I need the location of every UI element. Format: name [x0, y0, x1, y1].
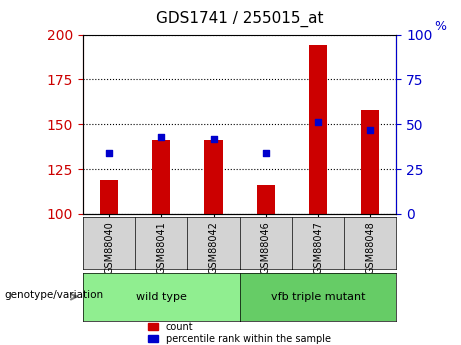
Point — [210, 136, 217, 141]
Text: GSM88046: GSM88046 — [261, 221, 271, 274]
Text: GSM88041: GSM88041 — [156, 221, 166, 274]
Point — [366, 127, 374, 132]
Bar — [152, 140, 171, 214]
Point — [314, 120, 322, 125]
Point — [158, 134, 165, 139]
Text: %: % — [434, 20, 446, 33]
Point — [262, 150, 270, 156]
Text: wild type: wild type — [136, 292, 187, 302]
Text: genotype/variation: genotype/variation — [5, 290, 104, 300]
Legend: count, percentile rank within the sample: count, percentile rank within the sample — [148, 322, 331, 344]
Point — [106, 150, 113, 156]
Text: GDS1741 / 255015_at: GDS1741 / 255015_at — [156, 10, 324, 27]
Bar — [204, 140, 223, 214]
Text: GSM88042: GSM88042 — [208, 221, 219, 274]
Text: GSM88040: GSM88040 — [104, 221, 114, 274]
Bar — [361, 110, 379, 214]
Text: GSM88047: GSM88047 — [313, 221, 323, 274]
Bar — [309, 45, 327, 214]
Bar — [257, 185, 275, 214]
Text: GSM88048: GSM88048 — [365, 221, 375, 274]
Bar — [100, 180, 118, 214]
Text: vfb triple mutant: vfb triple mutant — [271, 292, 365, 302]
